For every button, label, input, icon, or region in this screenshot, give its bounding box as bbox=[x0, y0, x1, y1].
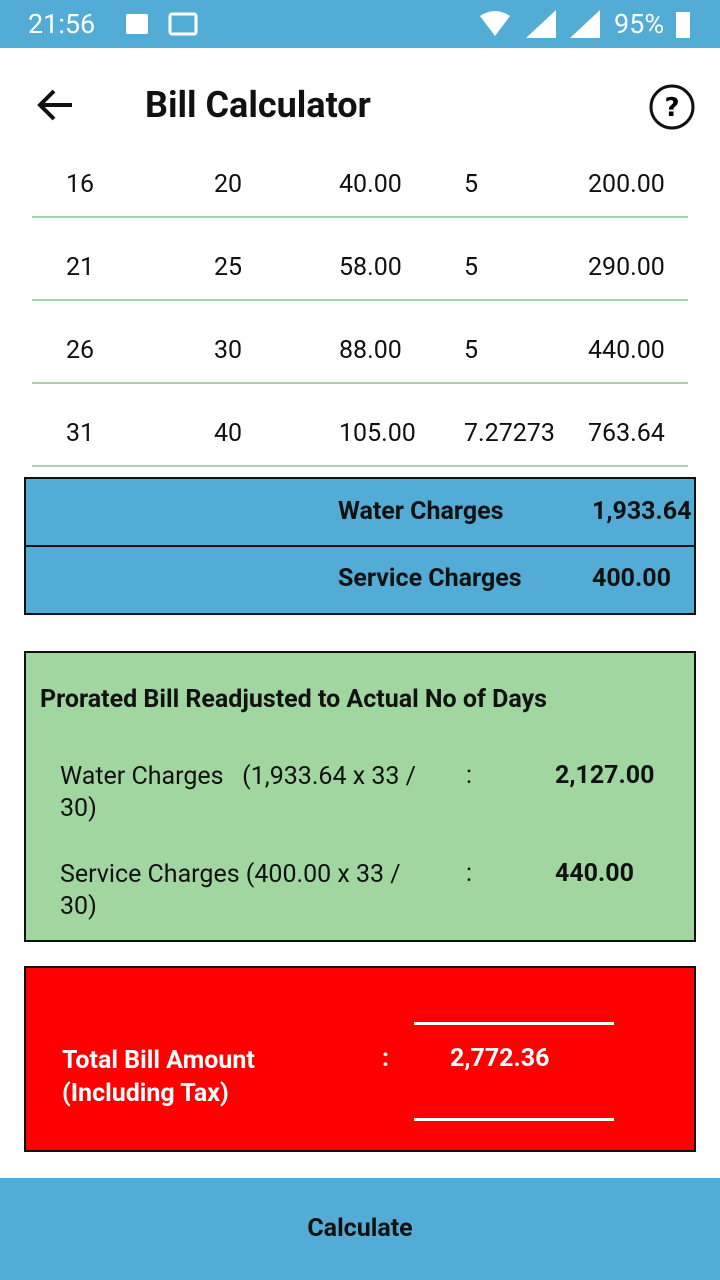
clock: 21:56 bbox=[28, 8, 96, 40]
table-cell: 5 bbox=[464, 170, 479, 199]
prorated-title: Prorated Bill Readjusted to Actual No of… bbox=[40, 685, 548, 714]
table-cell: 290.00 bbox=[588, 253, 665, 282]
app-bar: Bill Calculator ? bbox=[0, 48, 720, 160]
table-cell: 7.27273 bbox=[464, 419, 555, 448]
prorated-separator: : bbox=[466, 761, 473, 790]
back-button[interactable] bbox=[36, 88, 76, 122]
table-cell: 30 bbox=[214, 336, 243, 365]
table-cell: 26 bbox=[66, 336, 95, 365]
table-cell: 5 bbox=[464, 253, 479, 282]
table-cell: 31 bbox=[66, 419, 95, 448]
charge-label: Water Charges bbox=[338, 497, 504, 526]
charges-box bbox=[24, 477, 696, 615]
total-label: Total Bill Amount (Including Tax) bbox=[62, 1046, 255, 1108]
table-cell: 440.00 bbox=[588, 336, 665, 365]
table-cell: 40.00 bbox=[339, 170, 402, 199]
table-cell: 105.00 bbox=[339, 419, 416, 448]
calculate-button[interactable]: Calculate bbox=[0, 1178, 720, 1280]
table-cell: 16 bbox=[66, 170, 95, 199]
battery-icon bbox=[676, 12, 690, 38]
table-cell: 5 bbox=[464, 336, 479, 365]
table-cell: 763.64 bbox=[588, 419, 665, 448]
table-row: 21 25 58.00 5 290.00 bbox=[0, 253, 720, 336]
prorated-separator: : bbox=[466, 859, 473, 888]
prorated-box: Prorated Bill Readjusted to Actual No of… bbox=[24, 651, 696, 942]
table-cell: 58.00 bbox=[339, 253, 402, 282]
help-button[interactable]: ? bbox=[648, 83, 696, 131]
status-bar: 21:56 95% bbox=[0, 0, 720, 48]
table-cell: 200.00 bbox=[588, 170, 665, 199]
total-box: Total Bill Amount (Including Tax) : 2,77… bbox=[24, 966, 696, 1152]
table-cell: 40 bbox=[214, 419, 243, 448]
svg-text:?: ? bbox=[664, 93, 679, 123]
charge-value: 400.00 bbox=[592, 564, 671, 593]
table-row: 26 30 88.00 5 440.00 bbox=[0, 336, 720, 419]
total-value: 2,772.36 bbox=[450, 1044, 550, 1073]
table-cell: 21 bbox=[66, 253, 95, 282]
table-row: 16 20 40.00 5 200.00 bbox=[0, 170, 720, 253]
table-cell: 20 bbox=[214, 170, 243, 199]
row-divider bbox=[32, 216, 688, 218]
battery-level: 95% bbox=[614, 8, 665, 40]
charge-value: 1,933.64 bbox=[592, 497, 692, 526]
total-separator: : bbox=[382, 1044, 390, 1073]
title: Bill Calculator bbox=[145, 84, 371, 126]
row-divider bbox=[32, 465, 688, 467]
charge-label: Service Charges bbox=[338, 564, 522, 593]
table-row: 31 40 105.00 7.27273 763.64 bbox=[0, 419, 720, 502]
row-divider bbox=[32, 299, 688, 301]
table-cell: 25 bbox=[214, 253, 243, 282]
prorated-label: Service Charges (400.00 x 33 / 30) bbox=[60, 860, 407, 921]
prorated-value: 440.00 bbox=[555, 859, 634, 888]
signal-icons bbox=[480, 10, 600, 38]
notification-icons bbox=[126, 12, 198, 36]
table-cell: 88.00 bbox=[339, 336, 402, 365]
prorated-label: Water Charges (1,933.64 x 33 / 30) bbox=[60, 762, 423, 823]
prorated-value: 2,127.00 bbox=[555, 761, 655, 790]
row-divider bbox=[32, 382, 688, 384]
